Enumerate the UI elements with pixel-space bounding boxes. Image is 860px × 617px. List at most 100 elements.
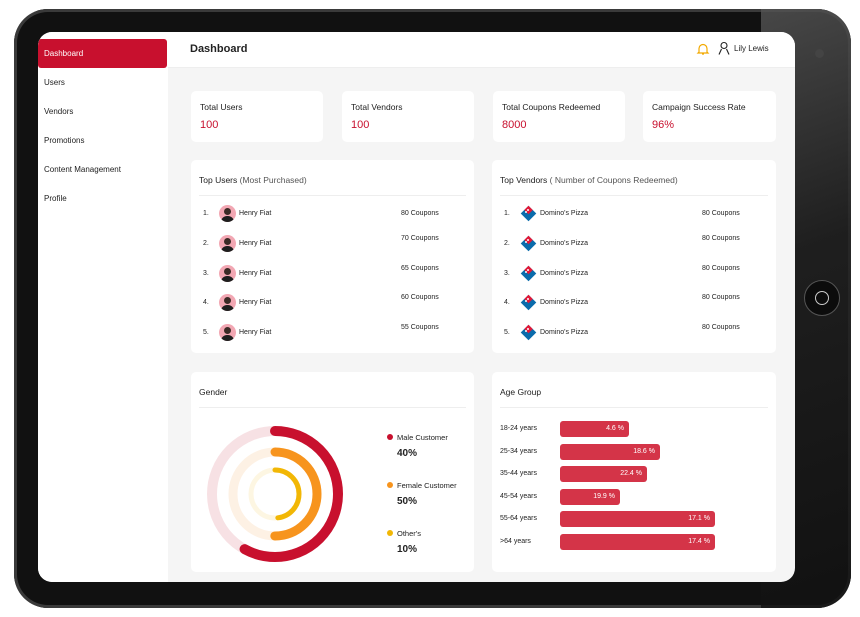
bell-icon[interactable]: [696, 42, 710, 56]
coupons: 70 Coupons: [401, 235, 439, 242]
user-name[interactable]: Lily Lewis: [734, 44, 769, 53]
age-label: 18-24 years: [500, 425, 537, 432]
name: Domino's Pizza: [540, 210, 589, 217]
legend-dot: [387, 434, 393, 440]
dominos-logo-icon: [520, 205, 537, 222]
divider: [500, 195, 768, 196]
name: Henry Fiat: [239, 329, 272, 336]
rank: 1.: [504, 210, 510, 217]
card-title: Top Vendors ( Number of Coupons Redeemed…: [500, 175, 678, 185]
gender-ring-chart: [207, 426, 343, 562]
rank: 2.: [504, 240, 510, 247]
legend-value: 10%: [397, 544, 418, 555]
age-label: 45-54 years: [500, 492, 537, 500]
sidebar-item-users[interactable]: Users: [44, 78, 65, 87]
age-group-card: Age Group 18-24 years 4.6 % 25-34 years 18.…: [492, 372, 776, 572]
coupons: 80 Coupons: [702, 324, 740, 331]
age-bar[interactable]: 4.6 %: [560, 421, 629, 437]
user-icon[interactable]: [717, 41, 731, 55]
ring-arc-others[interactable]: [248, 467, 302, 521]
legend-value: 40%: [397, 448, 418, 459]
avatar: [219, 294, 236, 311]
name: Henry Fiat: [239, 240, 272, 247]
stat-label: Total Vendors: [351, 102, 403, 112]
stat-card-total-users: Total Users 100: [191, 91, 323, 142]
top-users-card: Top Users (Most Purchased) 1. Henry Fiat 8…: [191, 160, 474, 353]
ring-arc-female[interactable]: [228, 447, 322, 541]
age-bar[interactable]: 18.6 %: [560, 443, 660, 460]
name: Domino's Pizza: [540, 270, 589, 277]
user-row[interactable]: 4. Henry Fiat 60 Coupons: [203, 293, 474, 313]
vendor-row[interactable]: 4. Domino's Pizza 80 Coupons: [504, 293, 776, 313]
stat-value: 100: [200, 119, 219, 131]
legend-label: Female Customer: [397, 481, 457, 490]
rank: 5.: [203, 329, 209, 336]
rank: 3.: [203, 270, 209, 277]
dominos-logo-icon: [520, 324, 537, 341]
vendor-row[interactable]: 1. Domino's Pizza 80 Coupons: [504, 204, 776, 224]
legend-label: Male Customer: [397, 433, 448, 442]
user-row[interactable]: 3. Henry Fiat 65 Coupons: [203, 264, 474, 284]
avatar: [219, 205, 236, 222]
name: Henry Fiat: [239, 210, 272, 217]
age-label: 35-44 years: [500, 470, 537, 477]
stat-card-campaign-success: Campaign Success Rate 96%: [643, 91, 776, 142]
coupons: 65 Coupons: [401, 265, 439, 272]
stat-card-coupons-redeemed: Total Coupons Redeemed 8000: [493, 91, 625, 142]
sidebar-item-dashboard[interactable]: Dashboard: [38, 39, 167, 68]
card-title: Gender: [199, 387, 228, 397]
vendor-row[interactable]: 5. Domino's Pizza 80 Coupons: [504, 323, 776, 343]
name: Domino's Pizza: [540, 299, 589, 306]
legend-label: Other's: [397, 529, 421, 538]
rank: 3.: [504, 270, 510, 277]
user-row[interactable]: 5. Henry Fiat 55 Coupons: [203, 323, 474, 343]
card-title: Top Users (Most Purchased): [199, 175, 307, 185]
coupons: 80 Coupons: [401, 210, 439, 217]
user-row[interactable]: 2. Henry Fiat 70 Coupons: [203, 234, 474, 254]
age-bar[interactable]: 22.4 %: [560, 466, 647, 482]
rank: 5.: [504, 329, 510, 336]
age-label: 55-64 years: [500, 515, 537, 522]
divider: [199, 407, 466, 408]
coupons: 80 Coupons: [702, 210, 740, 217]
rank: 4.: [203, 299, 209, 306]
top-vendors-card: Top Vendors ( Number of Coupons Redeemed…: [492, 160, 776, 353]
card-title: Age Group: [500, 387, 542, 397]
stat-value: 96%: [652, 119, 675, 131]
coupons: 55 Coupons: [401, 324, 439, 331]
avatar: [219, 324, 236, 341]
coupons: 80 Coupons: [702, 235, 740, 242]
camera-icon: [815, 49, 824, 58]
name: Henry Fiat: [239, 270, 272, 277]
rank: 1.: [203, 210, 209, 217]
user-row[interactable]: 1. Henry Fiat 80 Coupons: [203, 204, 474, 224]
vendor-row[interactable]: 3. Domino's Pizza 80 Coupons: [504, 264, 776, 284]
vendor-row[interactable]: 2. Domino's Pizza 80 Coupons: [504, 234, 776, 254]
ring-arc-male[interactable]: [207, 426, 343, 562]
name: Domino's Pizza: [540, 329, 589, 336]
sidebar-item-content-management[interactable]: Content Management: [44, 165, 121, 174]
age-label: >64 years: [500, 537, 531, 545]
legend-value: 50%: [397, 496, 418, 507]
sidebar-item-vendors[interactable]: Vendors: [44, 107, 74, 116]
dominos-logo-icon: [520, 265, 537, 282]
age-bar[interactable]: 17.4 %: [560, 533, 715, 550]
header: Dashboard Lily Lewis: [168, 32, 795, 68]
coupons: 80 Coupons: [702, 265, 740, 272]
age-bar[interactable]: 19.9 %: [560, 488, 620, 505]
dominos-logo-icon: [520, 294, 537, 311]
home-button[interactable]: [804, 280, 840, 316]
rank: 2.: [203, 240, 209, 247]
coupons: 60 Coupons: [401, 294, 439, 301]
divider: [199, 195, 466, 196]
age-label: 25-34 years: [500, 447, 537, 455]
page-title: Dashboard: [190, 43, 248, 55]
screen: Dashboard Users Vendors Promotions Conte…: [38, 32, 795, 582]
stat-value: 100: [351, 119, 370, 131]
sidebar-item-profile[interactable]: Profile: [44, 194, 67, 203]
name: Henry Fiat: [239, 299, 272, 306]
stat-label: Total Users: [200, 102, 243, 112]
sidebar-item-promotions[interactable]: Promotions: [44, 136, 85, 145]
age-bar[interactable]: 17.1 %: [560, 511, 715, 527]
sidebar: Dashboard Users Vendors Promotions Conte…: [38, 32, 168, 582]
